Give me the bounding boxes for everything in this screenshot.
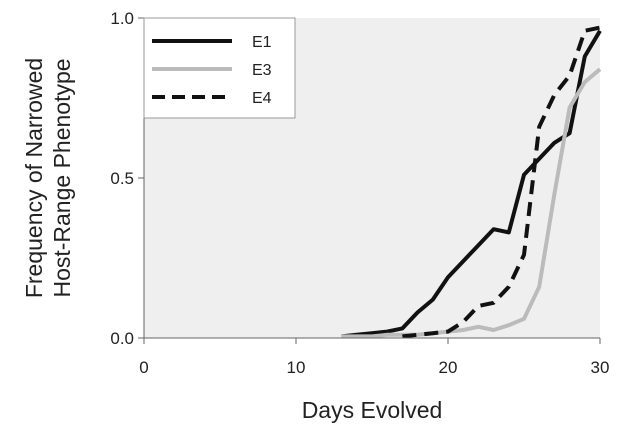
- x-axis-label: Days Evolved: [302, 397, 443, 423]
- y-tick-label: 0.0: [110, 329, 134, 348]
- x-axis-ticks: 0 10 20 30: [139, 338, 609, 377]
- y-axis-ticks: 0.0 0.5 1.0: [110, 9, 144, 348]
- legend-label-e4: E4: [252, 90, 272, 107]
- x-tick-label: 0: [139, 358, 148, 377]
- series-line-e4: [402, 25, 601, 339]
- y-axis-label-line-1: Frequency of Narrowed: [21, 58, 47, 298]
- series-line-e3: [341, 67, 602, 339]
- series-line-e1: [341, 29, 602, 339]
- x-tick-label: 20: [439, 358, 458, 377]
- legend-label-e1: E1: [252, 34, 272, 51]
- x-tick-label: 10: [287, 358, 306, 377]
- legend: E1 E3 E4: [143, 17, 296, 119]
- y-axis-label-line-2: Host-Range Phenotype: [49, 58, 75, 297]
- x-tick-label: 30: [591, 358, 610, 377]
- series-layer: [341, 25, 602, 339]
- y-tick-label: 1.0: [110, 9, 134, 28]
- legend-label-e3: E3: [252, 62, 272, 79]
- y-tick-label: 0.5: [110, 169, 134, 188]
